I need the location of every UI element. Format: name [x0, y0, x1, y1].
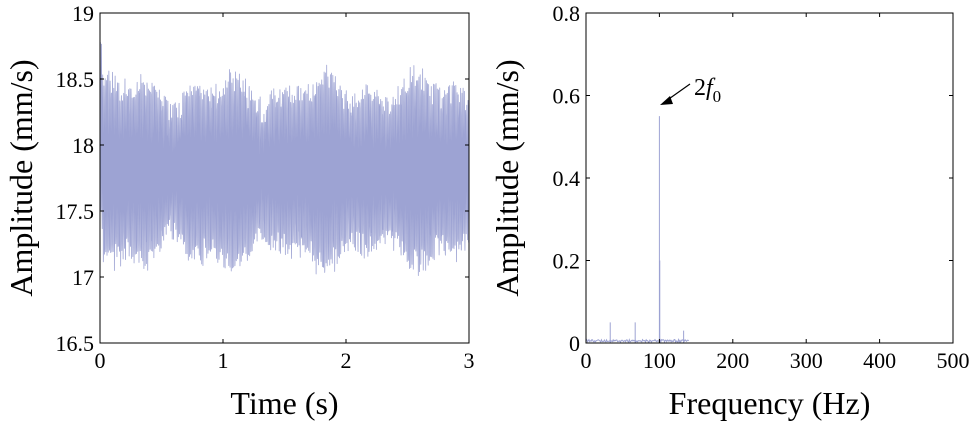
time-signal-y-tick-label: 17.5: [56, 199, 95, 224]
time-signal-x-axis-label: Time (s): [230, 385, 338, 421]
spectrum-x-tick-label: 100: [643, 348, 676, 373]
peak-annotation-variable: f: [706, 75, 716, 101]
spectrum-x-axis-label: Frequency (Hz): [669, 385, 871, 421]
time-signal-y-tick-label: 19: [72, 1, 94, 26]
spectrum-y-tick-label: 0.2: [553, 249, 581, 274]
peak-annotation: 2f0: [660, 75, 721, 106]
time-signal-y-tick-label: 18: [72, 133, 94, 158]
spectrum-y-tick-label: 0.6: [553, 84, 581, 109]
peak-annotation-label: 2f0: [694, 75, 721, 106]
time-signal-series-line: [99, 42, 470, 277]
time-signal-y-tick-label: 18.5: [56, 67, 95, 92]
time-signal-axes-frame: [99, 12, 470, 344]
time-signal-chart: 0 1 2 3 16.5 17 17.5 18 18.5 19 Time (s) Amplitud…: [3, 1, 475, 421]
time-signal-y-tick-label: 17: [72, 265, 94, 290]
peak-annotation-number: 2: [694, 75, 706, 101]
time-signal-y-axis-label: Amplitude (mm/s): [3, 59, 39, 296]
time-signal-x-tick-label: 2: [341, 348, 352, 373]
spectrum-x-tick-label: 200: [716, 348, 749, 373]
time-signal-x-tick-label: 0: [95, 348, 106, 373]
spectrum-axes-frame: [585, 12, 954, 344]
time-signal-y-tick-label: 16.5: [56, 331, 95, 356]
spectrum-x-tick-label: 0: [581, 348, 592, 373]
spectrum-noise-floor: [585, 338, 690, 344]
spectrum-plot-area: [585, 116, 690, 344]
spectrum-y-tick-label: 0: [569, 331, 580, 356]
spectrum-x-tick-label: 400: [863, 348, 896, 373]
spectrum-x-tick-label: 300: [790, 348, 823, 373]
peak-annotation-subscript: 0: [713, 87, 722, 106]
time-signal-plot-area: [99, 42, 470, 277]
peak-annotation-arrowhead: [660, 96, 673, 105]
spectrum-y-tick-label: 0.8: [553, 1, 581, 26]
spectrum-y-tick-label: 0.4: [553, 166, 581, 191]
spectrum-x-tick-label: 500: [937, 348, 970, 373]
spectrum-y-axis-label: Amplitude (mm/s): [489, 59, 525, 296]
time-signal-x-tick-label: 1: [218, 348, 229, 373]
time-signal-ticks: 0 1 2 3 16.5 17 17.5 18 18.5 19: [56, 1, 475, 373]
spectrum-ticks: 0 100 200 300 400 500 0 0.2 0.4 0.6 0.8: [553, 1, 970, 373]
spectrum-chart: 0 100 200 300 400 500 0 0.2 0.4 0.6 0.8 Frequency …: [489, 1, 970, 421]
time-signal-x-tick-label: 3: [464, 348, 475, 373]
